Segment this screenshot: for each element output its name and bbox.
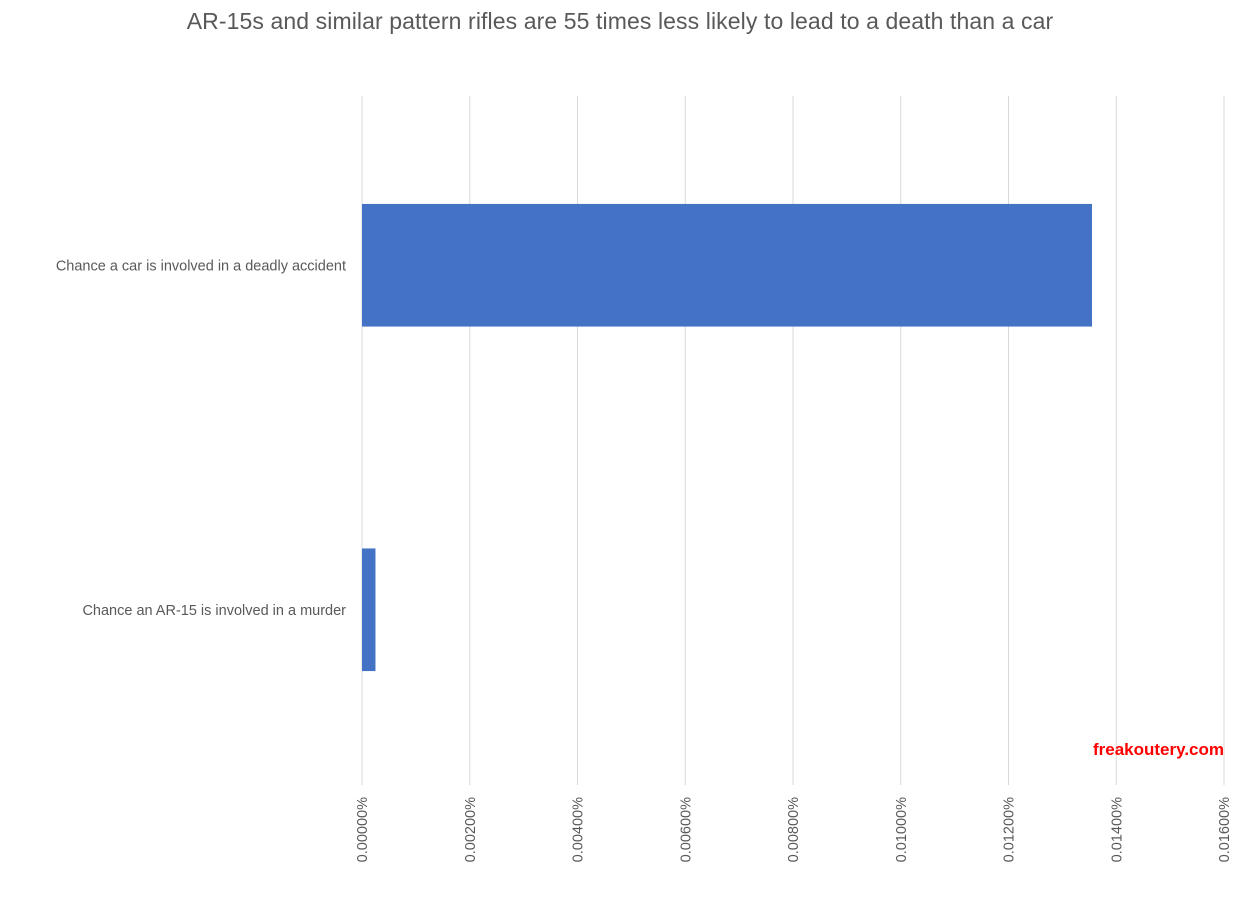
category-label: Chance a car is involved in a deadly acc… — [56, 258, 346, 274]
category-label: Chance an AR-15 is involved in a murder — [82, 603, 346, 619]
x-tick-label: 0.00200% — [463, 797, 479, 862]
x-tick-label: 0.00400% — [571, 797, 587, 862]
x-tick-label: 0.00800% — [786, 797, 802, 862]
bar — [362, 203, 1093, 327]
x-tick-label: 0.00600% — [678, 797, 694, 862]
x-tick-label: 0.01200% — [1002, 797, 1018, 862]
watermark-label: freakoutery.com — [1092, 740, 1224, 759]
x-tick-label: 0.01600% — [1217, 797, 1233, 862]
x-tick-label: 0.00000% — [355, 797, 371, 862]
bar — [362, 548, 376, 672]
chart-title: AR-15s and similar pattern rifles are 55… — [186, 8, 1054, 34]
x-tick-label: 0.01000% — [894, 797, 910, 862]
x-tick-label: 0.01400% — [1109, 797, 1125, 862]
